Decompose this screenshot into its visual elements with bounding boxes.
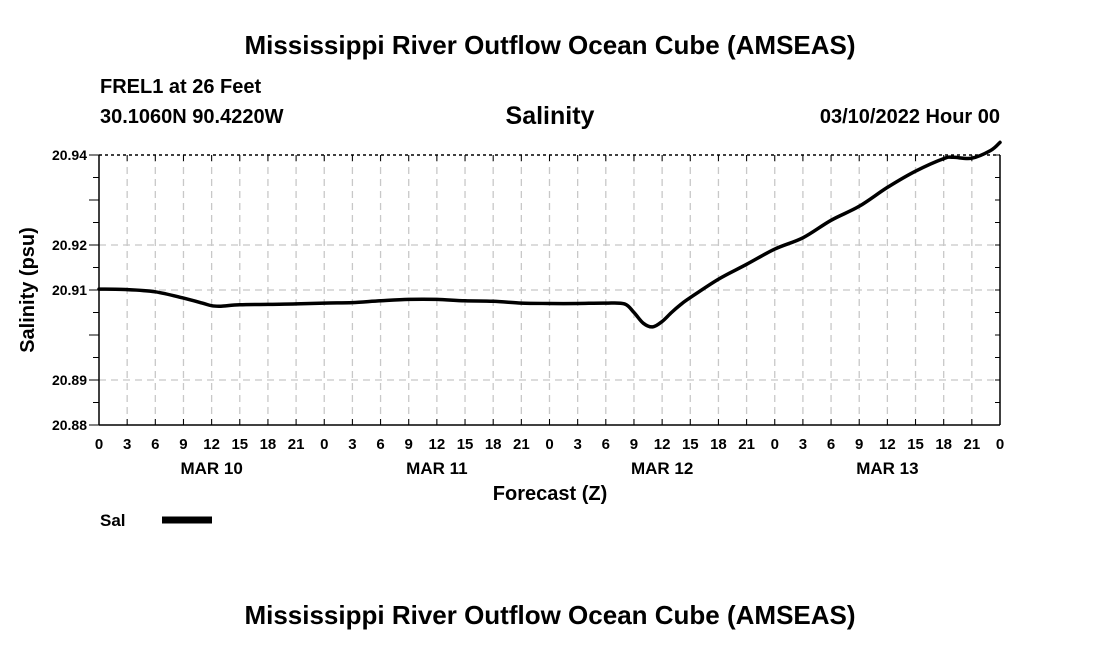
- y-tick-label: 20.94: [52, 147, 87, 163]
- x-tick-label: 3: [799, 436, 807, 453]
- date-label: MAR 13: [856, 459, 918, 478]
- date-label: MAR 12: [631, 459, 693, 478]
- date-label: MAR 11: [406, 459, 467, 478]
- x-tick-label: 6: [602, 436, 610, 453]
- x-tick-label: 15: [457, 436, 474, 453]
- y-tick-label: 20.91: [52, 282, 87, 298]
- x-tick-label: 3: [573, 436, 581, 453]
- datetime-label: 03/10/2022 Hour 00: [819, 106, 1000, 128]
- x-tick-label: 15: [231, 436, 248, 453]
- x-tick-label: 9: [405, 436, 413, 453]
- x-tick-label: 0: [771, 436, 779, 453]
- x-tick-label: 9: [855, 436, 863, 453]
- x-tick-label: 21: [738, 436, 755, 453]
- tick-labels: 0 3 6 9 12 15 18 21 0 3 6 9 12 15 18 21 0 3 6 9 12 15 18 21 0 3 6 9…: [52, 147, 1004, 478]
- legend-label-sal: Sal: [100, 511, 126, 530]
- x-tick-label: 6: [151, 436, 159, 453]
- x-tick-label: 18: [710, 436, 727, 453]
- x-tick-label: 15: [907, 436, 924, 453]
- x-tick-label: 0: [95, 436, 103, 453]
- x-tick-label: 0: [545, 436, 553, 453]
- coordinates-label: 30.1060N 90.4220W: [100, 106, 284, 128]
- legend: Sal: [100, 511, 212, 530]
- grid-lines: [99, 155, 1000, 425]
- station-label: FREL1 at 26 Feet: [100, 76, 262, 98]
- x-tick-label: 15: [682, 436, 699, 453]
- x-tick-label: 21: [513, 436, 530, 453]
- x-tick-label: 3: [348, 436, 356, 453]
- x-tick-label: 9: [179, 436, 187, 453]
- axes: [89, 154, 1001, 426]
- x-tick-label: 0: [320, 436, 328, 453]
- x-tick-label: 0: [996, 436, 1004, 453]
- footer-title: Mississippi River Outflow Ocean Cube (AM…: [244, 600, 856, 630]
- y-tick-label: 20.88: [52, 417, 87, 433]
- x-axis-label: Forecast (Z): [493, 483, 607, 505]
- date-label: MAR 10: [180, 459, 242, 478]
- x-tick-label: 12: [879, 436, 896, 453]
- x-tick-label: 12: [203, 436, 220, 453]
- x-tick-label: 21: [964, 436, 981, 453]
- x-tick-label: 9: [630, 436, 638, 453]
- x-tick-label: 3: [123, 436, 131, 453]
- y-tick-label: 20.92: [52, 237, 87, 253]
- x-tick-label: 21: [288, 436, 305, 453]
- x-tick-label: 18: [260, 436, 277, 453]
- x-tick-label: 18: [935, 436, 952, 453]
- x-tick-label: 12: [429, 436, 446, 453]
- series-line-sal: [97, 140, 1002, 329]
- x-tick-label: 6: [376, 436, 384, 453]
- y-tick-label: 20.89: [52, 372, 87, 388]
- variable-title: Salinity: [505, 102, 595, 130]
- chart-title: Mississippi River Outflow Ocean Cube (AM…: [244, 30, 856, 60]
- y-axis-label: Salinity (psu): [17, 227, 39, 353]
- x-tick-label: 6: [827, 436, 835, 453]
- x-tick-label: 18: [485, 436, 502, 453]
- x-tick-label: 12: [654, 436, 671, 453]
